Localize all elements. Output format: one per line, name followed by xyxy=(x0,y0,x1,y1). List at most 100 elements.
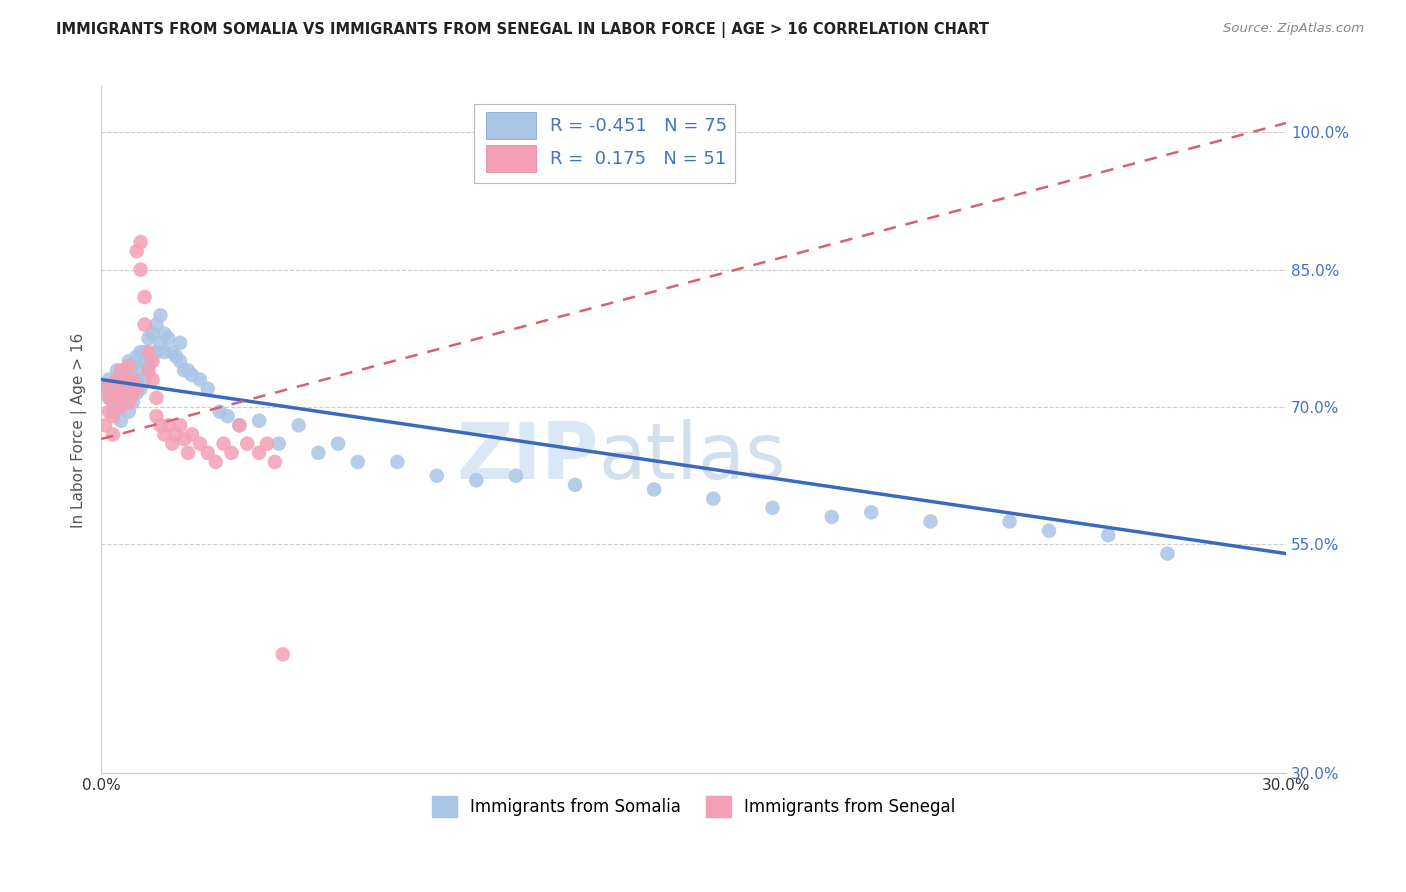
Point xyxy=(125,350,148,364)
Point xyxy=(125,382,148,396)
Point xyxy=(145,409,167,424)
Point xyxy=(197,382,219,396)
Point xyxy=(134,354,156,368)
Point xyxy=(121,395,143,409)
Point xyxy=(118,354,141,368)
Point xyxy=(118,395,141,409)
Point xyxy=(114,372,136,386)
Point xyxy=(426,468,449,483)
Point xyxy=(101,427,124,442)
Point xyxy=(564,478,586,492)
FancyBboxPatch shape xyxy=(486,112,536,138)
Point xyxy=(129,235,152,249)
Point xyxy=(114,391,136,405)
Point xyxy=(173,432,195,446)
Point xyxy=(101,386,124,401)
Point xyxy=(125,244,148,259)
Point xyxy=(98,391,121,405)
Point xyxy=(105,391,128,405)
Point xyxy=(101,409,124,424)
Point xyxy=(98,391,121,405)
Point xyxy=(145,391,167,405)
Point xyxy=(110,382,132,396)
Point xyxy=(160,345,183,359)
Point xyxy=(125,386,148,401)
Point xyxy=(307,446,329,460)
Point xyxy=(208,404,231,418)
Point xyxy=(134,290,156,304)
Point xyxy=(1156,547,1178,561)
Point xyxy=(188,372,211,386)
Point xyxy=(149,309,172,323)
Point xyxy=(129,345,152,359)
Point xyxy=(114,386,136,401)
Point xyxy=(145,318,167,332)
Point xyxy=(134,345,156,359)
Point xyxy=(1097,528,1119,542)
Y-axis label: In Labor Force | Age > 16: In Labor Force | Age > 16 xyxy=(72,333,87,527)
Point xyxy=(94,382,117,396)
Point xyxy=(181,427,204,442)
Point xyxy=(141,350,163,364)
Point xyxy=(101,404,124,418)
Text: R = -0.451   N = 75: R = -0.451 N = 75 xyxy=(550,117,727,135)
Point xyxy=(101,377,124,392)
Point xyxy=(177,446,200,460)
Point xyxy=(153,427,176,442)
Point xyxy=(110,395,132,409)
Point xyxy=(247,446,270,460)
Point xyxy=(118,368,141,382)
Point xyxy=(110,400,132,414)
Point xyxy=(165,427,187,442)
Point xyxy=(141,354,163,368)
Point xyxy=(165,350,187,364)
Point xyxy=(236,436,259,450)
Point xyxy=(121,386,143,401)
Point xyxy=(256,436,278,450)
Point xyxy=(197,446,219,460)
Text: R =  0.175   N = 51: R = 0.175 N = 51 xyxy=(550,150,725,168)
Point xyxy=(267,436,290,450)
Point xyxy=(160,436,183,450)
Point xyxy=(105,363,128,377)
Point xyxy=(212,436,235,450)
Point xyxy=(177,363,200,377)
Text: ZIP: ZIP xyxy=(457,419,599,495)
Point xyxy=(169,418,191,433)
Point xyxy=(920,515,942,529)
Point xyxy=(129,363,152,377)
Point xyxy=(998,515,1021,529)
Point xyxy=(149,418,172,433)
Point xyxy=(138,359,160,373)
Point xyxy=(118,359,141,373)
FancyBboxPatch shape xyxy=(486,145,536,171)
Point xyxy=(94,418,117,433)
Point xyxy=(114,386,136,401)
Point xyxy=(169,335,191,350)
Point xyxy=(110,363,132,377)
Point xyxy=(153,345,176,359)
Point xyxy=(643,483,665,497)
Point xyxy=(94,382,117,396)
Point xyxy=(129,262,152,277)
Point xyxy=(129,382,152,396)
Point xyxy=(121,377,143,392)
Point xyxy=(221,446,243,460)
Point xyxy=(125,372,148,386)
Point xyxy=(505,468,527,483)
Point xyxy=(138,345,160,359)
Point xyxy=(138,363,160,377)
FancyBboxPatch shape xyxy=(474,103,735,183)
Point xyxy=(761,500,783,515)
Point xyxy=(105,382,128,396)
Point xyxy=(149,335,172,350)
Point xyxy=(181,368,204,382)
Point xyxy=(121,359,143,373)
Point xyxy=(157,418,180,433)
Point xyxy=(110,377,132,392)
Point xyxy=(264,455,287,469)
Point xyxy=(141,326,163,341)
Text: atlas: atlas xyxy=(599,419,786,495)
Point xyxy=(228,418,250,433)
Point xyxy=(134,318,156,332)
